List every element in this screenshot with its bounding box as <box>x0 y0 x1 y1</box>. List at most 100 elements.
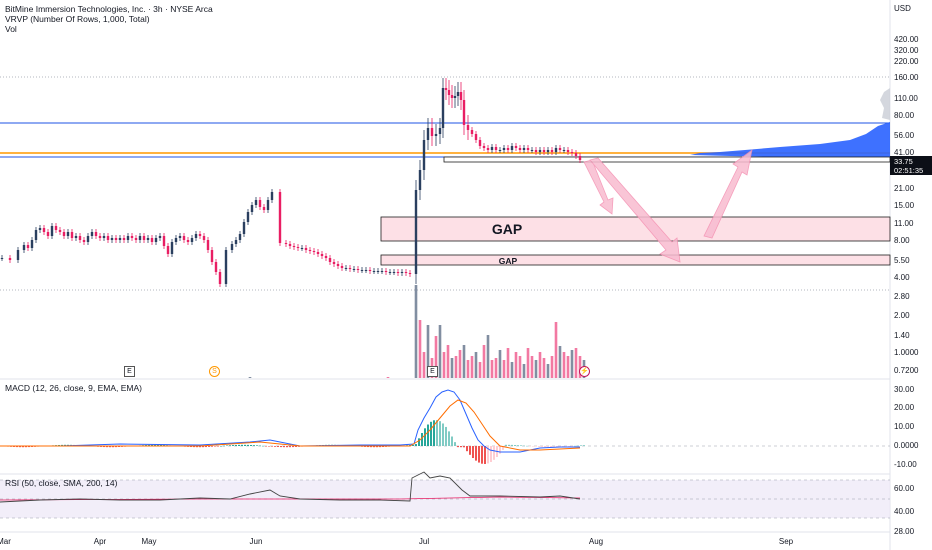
candle-body <box>542 150 546 152</box>
volume-bar <box>482 345 486 378</box>
macd-hist-bar <box>376 446 378 448</box>
candle-body <box>352 269 356 270</box>
macd-hist-bar <box>256 445 258 446</box>
candle-body <box>170 242 174 254</box>
macd-hist-bar <box>484 446 486 464</box>
earnings-marker[interactable]: E <box>427 366 438 377</box>
macd-hist-bar <box>109 446 111 448</box>
macd-hist-bar <box>547 446 549 448</box>
volume-bar <box>474 352 478 378</box>
dividend-marker[interactable]: ⚡ <box>579 366 590 377</box>
candle-body <box>206 240 210 250</box>
volume-bar <box>414 285 418 378</box>
candle-body <box>482 146 486 148</box>
macd-hist-bar <box>373 446 375 448</box>
volume-bar <box>498 350 502 378</box>
current-zone-box[interactable] <box>443 156 891 163</box>
candle-body <box>214 262 218 272</box>
time-axis-label: Mar <box>0 537 11 546</box>
rsi-axis-label: 40.00 <box>894 507 915 516</box>
candle-body <box>320 254 324 256</box>
macd-hist-bar <box>16 446 18 448</box>
macd-hist-bar <box>430 421 432 446</box>
macd-hist-bar <box>538 446 540 447</box>
volume-bar <box>422 352 426 378</box>
candle-body <box>534 150 538 152</box>
volume-bar <box>478 362 482 378</box>
macd-hist-bar <box>553 446 555 448</box>
candle-body <box>434 134 438 136</box>
macd-hist-bar <box>367 446 369 448</box>
macd-hist-bar <box>382 446 384 448</box>
candle-body <box>538 150 542 152</box>
candle-body <box>430 128 434 136</box>
macd-hist-bar <box>292 446 294 448</box>
volume-bar <box>494 358 498 378</box>
macd-legend[interactable]: MACD (12, 26, close, 9, EMA, EMA) <box>5 383 142 393</box>
macd-hist-bar <box>262 445 264 447</box>
price-axis-label: 11.00 <box>894 219 914 228</box>
gap-zone-small[interactable] <box>380 254 891 266</box>
last-price: 33.75 <box>894 157 913 166</box>
candle-body <box>328 258 332 262</box>
gap-label-small: GAP <box>498 256 518 266</box>
candle-body <box>254 200 258 205</box>
candle-body <box>456 92 460 96</box>
macd-hist-bar <box>250 444 252 446</box>
volume-bar <box>434 336 438 378</box>
candle-body <box>16 250 20 260</box>
split-marker[interactable]: S <box>209 366 220 377</box>
candle-body <box>404 272 408 273</box>
candle-body <box>574 153 578 156</box>
candle-body <box>426 128 430 140</box>
candle-body <box>46 232 50 236</box>
candle-body <box>142 236 146 240</box>
candle-body <box>360 270 364 271</box>
vrvp-legend[interactable]: VRVP (Number Of Rows, 1,000, Total) <box>5 14 150 24</box>
candle-body <box>50 226 54 236</box>
candle-body <box>178 236 182 238</box>
volume-bar <box>510 362 514 378</box>
candle-body <box>462 100 466 125</box>
earnings-marker[interactable]: E <box>124 366 135 377</box>
rsi-ma-line <box>0 496 581 501</box>
volume-bar <box>446 345 450 378</box>
vol-legend[interactable]: Vol <box>5 24 17 34</box>
volume-bar <box>462 345 466 378</box>
rsi-legend[interactable]: RSI (50, close, SMA, 200, 14) <box>5 478 118 488</box>
projection-arrows[interactable] <box>583 149 753 263</box>
candle-body <box>258 200 262 207</box>
price-axis-label: 41.00 <box>894 148 915 157</box>
candle-body <box>376 271 380 272</box>
candle-body <box>368 270 372 271</box>
macd-hist-bar <box>19 446 21 448</box>
macd-hist-bar <box>202 446 204 448</box>
candle-body <box>558 148 562 150</box>
candle-body <box>82 240 86 242</box>
candle-body <box>190 238 194 242</box>
volume-profile <box>690 122 890 158</box>
candle-body <box>502 148 506 150</box>
currency-label[interactable]: USD <box>894 4 911 13</box>
volume-bar <box>534 360 538 378</box>
symbol-title[interactable]: BitMine Immersion Technologies, Inc. · 3… <box>5 4 213 14</box>
candle-body <box>230 244 234 250</box>
price-axis-label: 160.00 <box>894 73 919 82</box>
volume-bar <box>442 352 446 378</box>
gap-zone-large[interactable] <box>380 216 891 242</box>
macd-hist-bar <box>28 446 30 448</box>
candle-body <box>344 268 348 269</box>
volume-bar <box>566 356 570 378</box>
macd-hist-bar <box>22 446 24 448</box>
candle-body <box>380 271 384 272</box>
macd-hist-bar <box>274 446 276 447</box>
candle-body <box>90 232 94 236</box>
candle-body <box>348 268 352 269</box>
candle-body <box>570 152 574 153</box>
macd-hist-bar <box>196 446 198 448</box>
candle-body <box>470 130 474 134</box>
volume-bar <box>248 377 252 378</box>
candle-body <box>146 238 150 240</box>
volume-bar <box>426 325 430 378</box>
